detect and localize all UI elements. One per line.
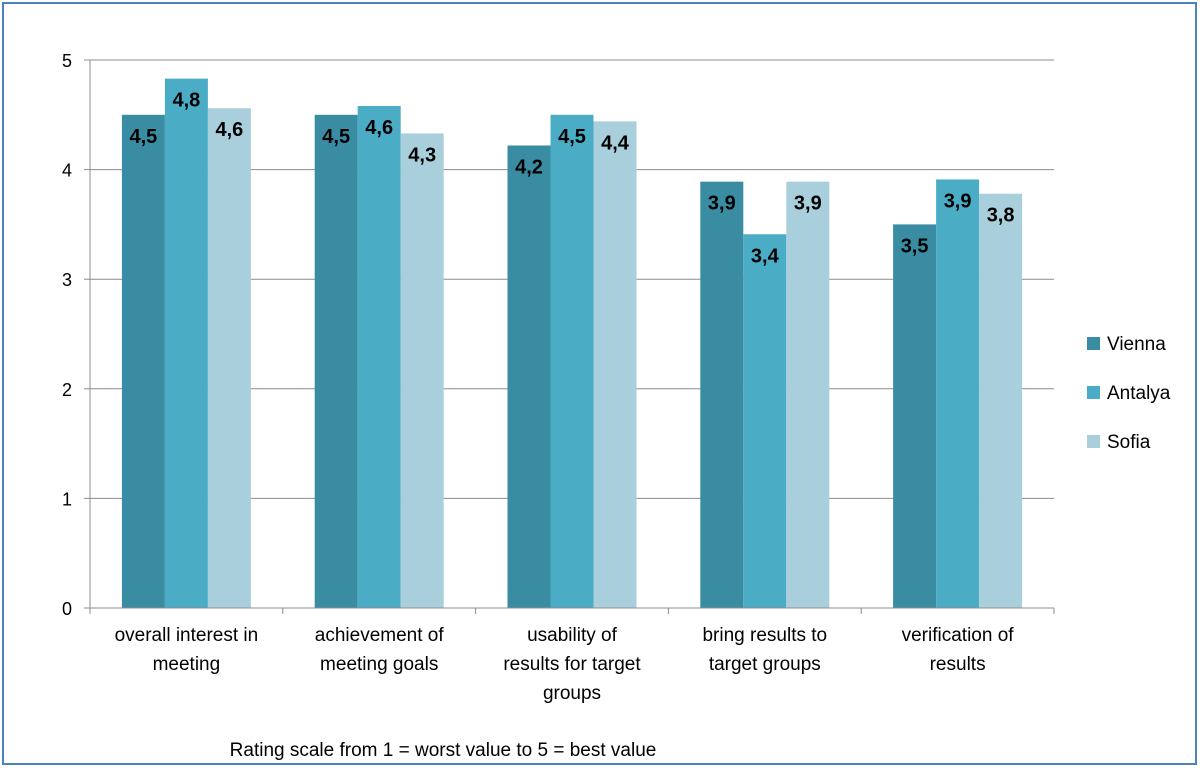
bar-antalya (164, 78, 208, 608)
legend-label: Vienna (1107, 334, 1166, 355)
legend: Vienna Antalya Sofia (1087, 334, 1171, 453)
legend-swatch-sofia (1087, 435, 1100, 448)
data-label: 4,5 (129, 126, 157, 148)
bar-antalya (357, 106, 401, 609)
bar-antalya (743, 234, 787, 609)
bar-chart: 0 1 2 3 4 5 4,5 4,8 4,6 4,5 4,6 4,3 4,2 4,5 4,4 3,9 3,4… (62, 51, 1171, 761)
bar-vienna (893, 224, 937, 608)
data-label: 4,4 (601, 132, 630, 154)
bar-vienna (314, 114, 358, 609)
data-label: 3,5 (901, 235, 929, 257)
bar-antalya (936, 179, 980, 609)
bar-sofia (786, 181, 830, 608)
data-label: 4,3 (408, 144, 436, 166)
category-label: overall interest in meeting (115, 625, 259, 675)
y-tick-label: 5 (62, 51, 72, 71)
axes (84, 59, 1055, 614)
data-label: 4,2 (515, 156, 543, 178)
category-label: usability of results for target groups (503, 625, 641, 704)
y-tick-labels: 0 1 2 3 4 5 (62, 51, 72, 619)
data-label: 4,8 (172, 90, 200, 112)
bar-antalya (550, 114, 594, 609)
data-label: 3,9 (794, 193, 822, 215)
legend-swatch-vienna (1087, 337, 1100, 350)
legend-swatch-antalya (1087, 386, 1100, 399)
data-label: 3,9 (708, 193, 736, 215)
data-label: 4,6 (215, 119, 243, 141)
data-label: 4,5 (322, 126, 350, 148)
legend-label: Antalya (1107, 383, 1171, 404)
x-axis-title: Rating scale from 1 = worst value to 5 =… (230, 740, 657, 761)
category-label: achievement of meeting goals (315, 625, 445, 675)
data-label: 4,5 (558, 126, 586, 148)
bars (121, 78, 1023, 609)
bar-sofia (979, 193, 1023, 608)
data-label: 4,6 (365, 117, 393, 139)
y-tick-label: 3 (62, 270, 72, 290)
data-labels: 4,5 4,8 4,6 4,5 4,6 4,3 4,2 4,5 4,4 3,9 3,4 3,9 3,5 3… (129, 90, 1014, 268)
y-tick-label: 4 (62, 161, 72, 181)
data-label: 3,9 (944, 190, 972, 212)
bar-vienna (121, 114, 165, 609)
bar-vienna (700, 181, 744, 608)
bar-sofia (207, 108, 251, 608)
y-tick-label: 0 (62, 599, 72, 619)
bar-sofia (593, 121, 637, 608)
category-labels: overall interest in meeting achievement of… (115, 625, 1015, 704)
category-label: verification of results (902, 625, 1015, 675)
category-label: bring results to target groups (702, 625, 827, 675)
y-tick-label: 1 (62, 489, 72, 509)
data-label: 3,8 (987, 205, 1015, 227)
y-tick-label: 2 (62, 380, 72, 400)
bar-vienna (507, 145, 551, 608)
data-label: 3,4 (751, 245, 780, 267)
legend-label: Sofia (1107, 432, 1151, 453)
bar-sofia (400, 133, 444, 608)
